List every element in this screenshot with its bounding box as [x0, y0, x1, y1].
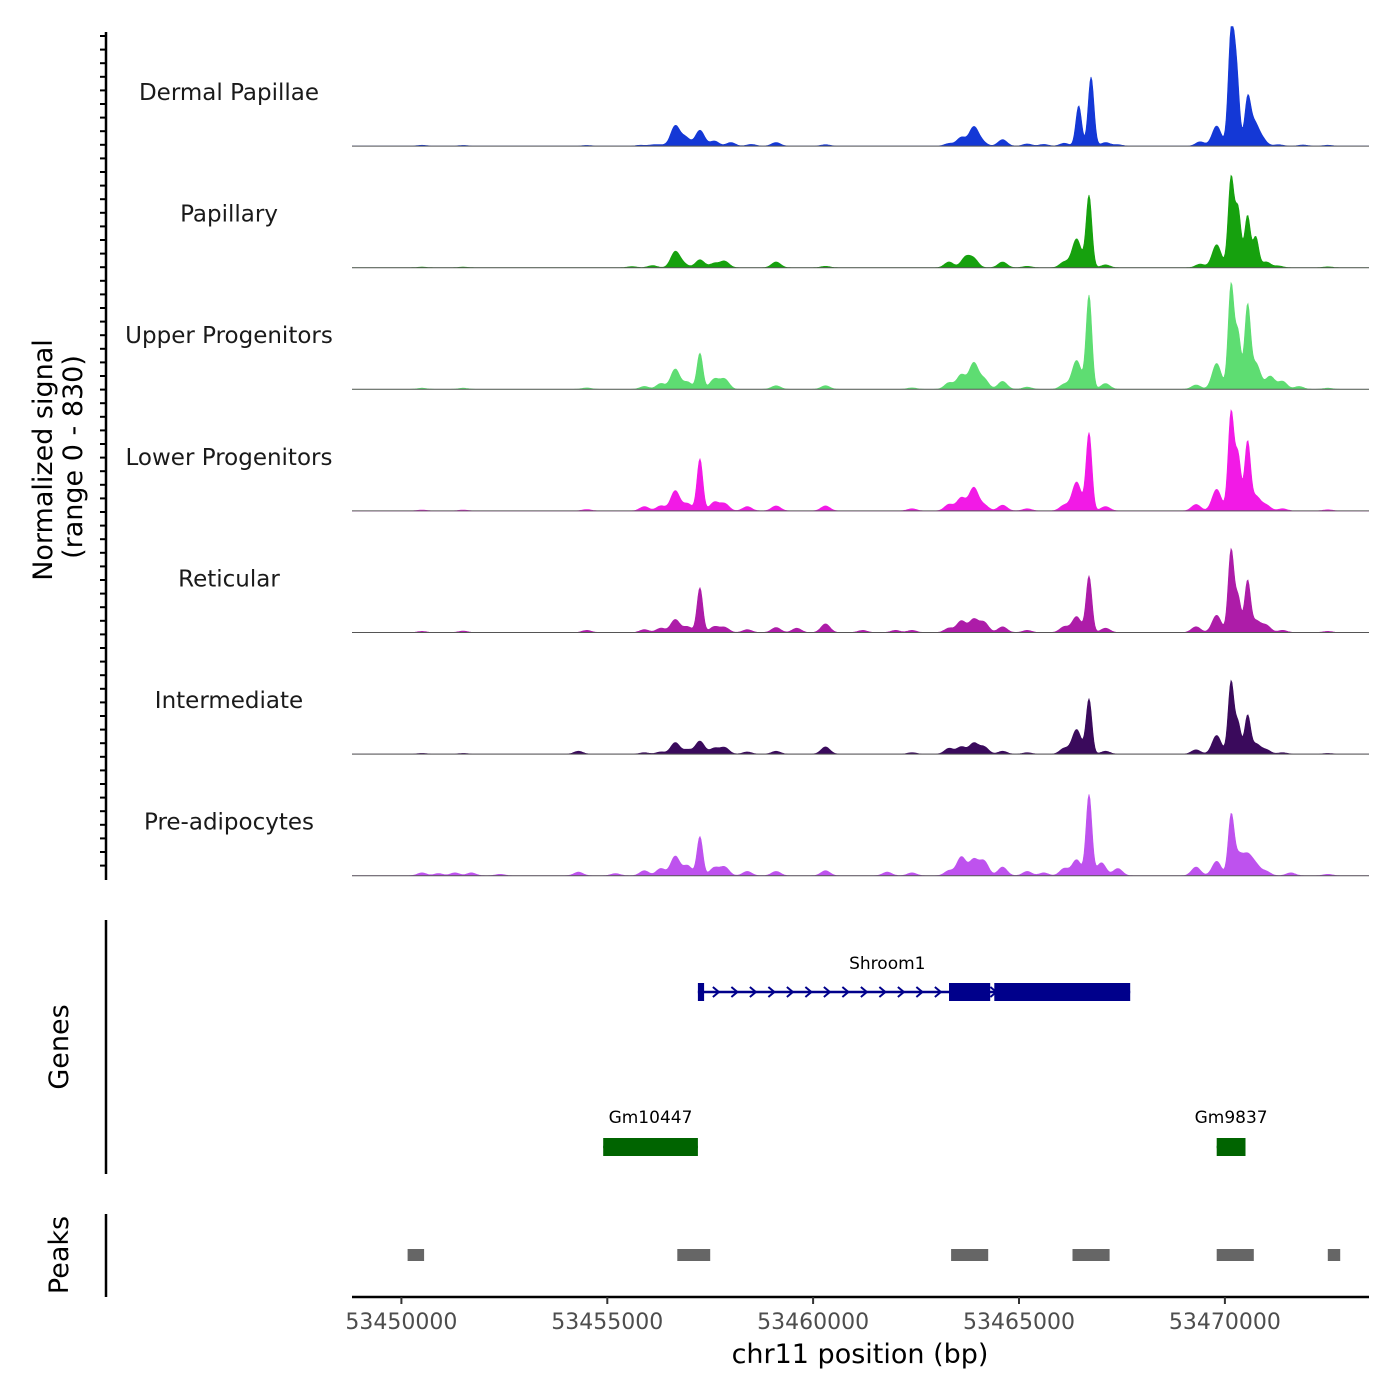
- track-upper-progenitors: Upper Progenitors: [125, 281, 1369, 390]
- gene-label: Shroom1: [849, 954, 925, 974]
- x-axis-title: chr11 position (bp): [732, 1339, 989, 1370]
- gene-gm9837: Gm9837: [1195, 1108, 1268, 1156]
- strand-arrow: [897, 986, 906, 998]
- strand-arrow: [878, 986, 887, 998]
- coverage-area: [352, 547, 1369, 633]
- coverage-area: [352, 794, 1369, 876]
- strand-arrow: [841, 986, 850, 998]
- track-reticular: Reticular: [178, 547, 1369, 633]
- x-axis-ticks: 53450000 53455000 53460000 53465000 53470000: [345, 1297, 1281, 1335]
- gene-label: Gm10447: [609, 1108, 693, 1128]
- strand-arrow: [934, 986, 943, 998]
- strand-arrow: [915, 986, 924, 998]
- peak-region: [1072, 1249, 1110, 1261]
- track-intermediate: Intermediate: [155, 679, 1369, 755]
- gene-annotations: Shroom1 Gm10447 Gm9837: [603, 954, 1268, 1156]
- gene-exon: [949, 983, 991, 1001]
- track-label: Dermal Papillae: [139, 80, 319, 106]
- x-tick-label: 53450000: [345, 1310, 457, 1335]
- x-tick-label: 53460000: [757, 1310, 869, 1335]
- strand-arrow: [749, 986, 758, 998]
- x-tick-label: 53465000: [963, 1310, 1075, 1335]
- gene-gm10447: Gm10447: [603, 1108, 698, 1156]
- gene-exon: [697, 983, 705, 1001]
- peak-region: [1327, 1249, 1341, 1261]
- signal-axis-title-line2: (range 0 - 830): [58, 355, 89, 559]
- track-label: Intermediate: [155, 688, 303, 714]
- track-label: Reticular: [178, 566, 280, 592]
- coverage-area: [352, 409, 1369, 512]
- peak-region: [677, 1249, 711, 1261]
- strand-arrow: [767, 986, 776, 998]
- peak-region: [1216, 1249, 1254, 1261]
- x-tick-label: 53455000: [551, 1310, 663, 1335]
- track-papillary: Papillary: [180, 174, 1369, 269]
- strand-arrow: [712, 986, 721, 998]
- strand-arrow: [860, 986, 869, 998]
- track-lower-progenitors: Lower Progenitors: [126, 409, 1369, 512]
- peak-region: [407, 1249, 425, 1261]
- gene-shroom1: Shroom1: [697, 954, 1131, 1001]
- gene-exon: [1216, 1138, 1246, 1156]
- peak-regions: [407, 1249, 1341, 1261]
- peak-region: [951, 1249, 989, 1261]
- gene-exon: [994, 983, 1131, 1001]
- genes-axis-title: Genes: [44, 1004, 75, 1089]
- track-label: Papillary: [180, 202, 278, 228]
- signal-axis-title-line1: Normalized signal: [28, 339, 59, 581]
- track-label: Lower Progenitors: [126, 445, 333, 471]
- strand-arrow: [730, 986, 739, 998]
- coverage-area: [352, 26, 1369, 147]
- signal-tracks: Dermal Papillae Papillary Upper Progenitor…: [125, 26, 1369, 877]
- strand-arrow: [804, 986, 813, 998]
- signal-axis-ticks: [100, 35, 106, 867]
- coverage-area: [352, 174, 1369, 268]
- x-tick-label: 53470000: [1169, 1310, 1281, 1335]
- strand-arrow: [786, 986, 795, 998]
- coverage-area: [352, 679, 1369, 755]
- strand-arrow: [823, 986, 832, 998]
- track-label: Upper Progenitors: [125, 323, 333, 349]
- gene-label: Gm9837: [1195, 1108, 1268, 1128]
- gene-exon: [603, 1138, 698, 1156]
- peaks-axis-title: Peaks: [44, 1216, 75, 1294]
- coverage-area: [352, 281, 1369, 390]
- track-pre-adipocytes: Pre-adipocytes: [144, 794, 1369, 877]
- track-label: Pre-adipocytes: [144, 810, 314, 836]
- track-dermal-papillae: Dermal Papillae: [139, 26, 1369, 147]
